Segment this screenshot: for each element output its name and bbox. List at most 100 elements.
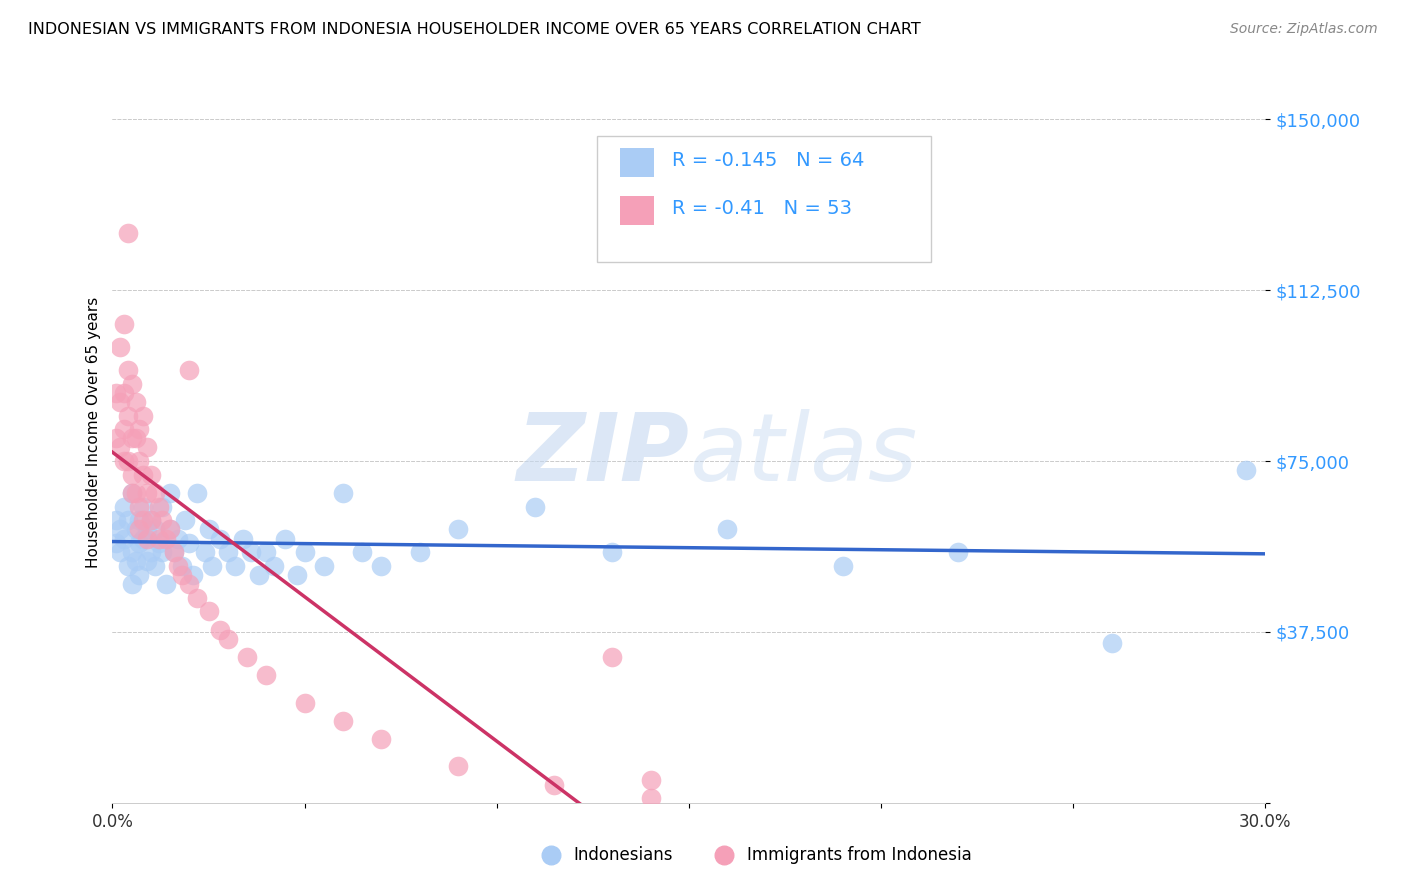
- Point: [209, 532, 232, 546]
- Point: [370, 731, 392, 746]
- Point: [124, 554, 146, 568]
- Point: [155, 577, 177, 591]
- Point: [1101, 636, 1123, 650]
- Point: [136, 441, 159, 455]
- Point: [254, 545, 277, 559]
- FancyBboxPatch shape: [596, 136, 931, 262]
- Point: [294, 545, 316, 559]
- Point: [139, 467, 162, 482]
- Point: [148, 500, 170, 514]
- Point: [447, 759, 470, 773]
- Point: [121, 545, 143, 559]
- Point: [105, 513, 128, 527]
- Point: [136, 532, 159, 546]
- Text: INDONESIAN VS IMMIGRANTS FROM INDONESIA HOUSEHOLDER INCOME OVER 65 YEARS CORRELA: INDONESIAN VS IMMIGRANTS FROM INDONESIA …: [28, 22, 921, 37]
- Point: [128, 513, 150, 527]
- Point: [112, 532, 135, 546]
- Point: [159, 523, 181, 537]
- Point: [143, 523, 166, 537]
- Point: [155, 532, 177, 546]
- Point: [194, 545, 217, 559]
- Point: [294, 696, 316, 710]
- Point: [543, 778, 565, 792]
- Point: [112, 385, 135, 400]
- Point: [117, 227, 139, 241]
- Point: [117, 558, 139, 573]
- Point: [640, 772, 662, 787]
- Point: [1234, 463, 1257, 477]
- Point: [209, 623, 232, 637]
- Point: [201, 558, 224, 573]
- Point: [112, 500, 135, 514]
- Point: [121, 376, 143, 391]
- Point: [332, 714, 354, 728]
- Point: [831, 558, 853, 573]
- Point: [121, 486, 143, 500]
- Point: [128, 454, 150, 468]
- Point: [179, 363, 201, 377]
- Point: [716, 523, 738, 537]
- Point: [186, 486, 208, 500]
- Text: R = -0.145   N = 64: R = -0.145 N = 64: [672, 151, 865, 169]
- Point: [121, 467, 143, 482]
- Point: [108, 395, 131, 409]
- Point: [136, 554, 159, 568]
- Point: [136, 523, 159, 537]
- Point: [128, 523, 150, 537]
- Point: [112, 318, 135, 332]
- Point: [447, 523, 470, 537]
- Point: [143, 558, 166, 573]
- Point: [108, 545, 131, 559]
- Point: [128, 536, 150, 550]
- Point: [124, 523, 146, 537]
- Point: [409, 545, 432, 559]
- Text: atlas: atlas: [689, 409, 917, 500]
- Point: [132, 513, 155, 527]
- Point: [128, 500, 150, 514]
- Point: [163, 545, 186, 559]
- Point: [166, 532, 188, 546]
- Point: [600, 545, 623, 559]
- Point: [247, 568, 270, 582]
- Point: [136, 486, 159, 500]
- Point: [105, 431, 128, 445]
- Point: [174, 513, 197, 527]
- Point: [274, 532, 297, 546]
- Point: [139, 513, 162, 527]
- Point: [117, 454, 139, 468]
- Point: [143, 486, 166, 500]
- Point: [159, 486, 181, 500]
- Text: Immigrants from Indonesia: Immigrants from Indonesia: [747, 846, 972, 863]
- Point: [121, 431, 143, 445]
- Point: [236, 650, 259, 665]
- Point: [332, 486, 354, 500]
- Point: [159, 523, 181, 537]
- Point: [148, 536, 170, 550]
- Point: [217, 632, 239, 646]
- Point: [217, 545, 239, 559]
- Bar: [620, 195, 654, 226]
- Y-axis label: Householder Income Over 65 years: Householder Income Over 65 years: [86, 297, 101, 568]
- Point: [132, 500, 155, 514]
- Point: [170, 558, 193, 573]
- Point: [524, 500, 547, 514]
- Point: [640, 791, 662, 805]
- Point: [179, 577, 201, 591]
- Point: [312, 558, 335, 573]
- Point: [197, 523, 219, 537]
- Text: Source: ZipAtlas.com: Source: ZipAtlas.com: [1230, 22, 1378, 37]
- Point: [166, 558, 188, 573]
- Point: [124, 486, 146, 500]
- Point: [946, 545, 969, 559]
- Point: [112, 422, 135, 436]
- Point: [163, 545, 186, 559]
- Point: [117, 363, 139, 377]
- Point: [139, 545, 162, 559]
- Point: [139, 513, 162, 527]
- Text: R = -0.41   N = 53: R = -0.41 N = 53: [672, 199, 852, 218]
- Point: [132, 467, 155, 482]
- Point: [121, 486, 143, 500]
- Point: [181, 568, 204, 582]
- Point: [117, 409, 139, 423]
- Bar: [620, 147, 654, 178]
